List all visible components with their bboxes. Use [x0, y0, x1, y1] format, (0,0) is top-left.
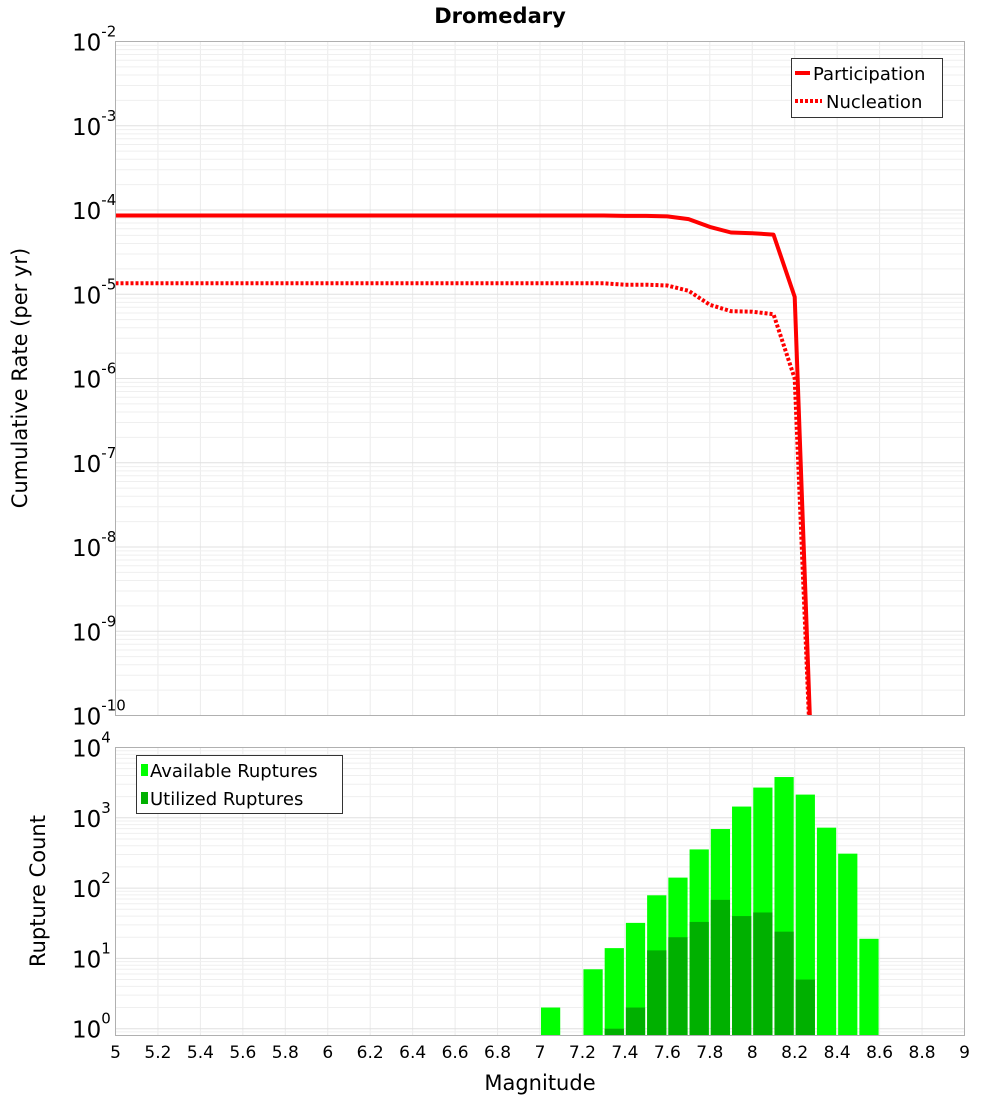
- line-nucleation: [115, 281, 811, 716]
- bar-available: [859, 938, 879, 1036]
- bar-utilized: [625, 1007, 646, 1036]
- x-tick-label: 8.8: [909, 1043, 936, 1063]
- x-tick-label: 6: [322, 1043, 333, 1063]
- bar-available: [795, 794, 815, 1036]
- line-participation: [115, 213, 812, 716]
- tick-exponent: 4: [101, 729, 111, 747]
- x-tick-label: 5.4: [187, 1043, 214, 1063]
- x-tick-label: 7.2: [569, 1043, 596, 1063]
- x-tick-label: 7: [535, 1043, 546, 1063]
- bar-utilized: [732, 916, 752, 1036]
- bottom-plot-frame: [115, 747, 965, 1036]
- x-tick-label: 8.2: [781, 1043, 808, 1063]
- bottom-y-axis-label: Rupture Count: [26, 815, 50, 967]
- tick-exponent: -2: [101, 23, 116, 41]
- tick-exponent: -10: [101, 697, 126, 715]
- x-tick-label: 7.8: [696, 1043, 723, 1063]
- bottom-y-tick-label: 100: [72, 1010, 111, 1044]
- tick-exponent: 1: [101, 939, 111, 957]
- x-tick-label: 9: [959, 1043, 970, 1063]
- x-tick-label: 6.2: [357, 1043, 384, 1063]
- chart-title: Dromedary: [434, 4, 566, 28]
- top-y-tick-label: 10-4: [72, 191, 116, 225]
- tick-exponent: -6: [101, 360, 116, 378]
- bar-utilized: [795, 979, 815, 1036]
- bar-utilized: [668, 937, 688, 1036]
- top-plot-grid: [115, 41, 965, 716]
- tick-exponent: -4: [101, 191, 116, 209]
- bar-available: [625, 922, 646, 1036]
- top-y-tick-label: 10-2: [72, 23, 116, 57]
- x-tick-label: 5.8: [272, 1043, 299, 1063]
- legend-box: [136, 755, 343, 814]
- bar-utilized: [753, 912, 773, 1036]
- legend-label-available: Available Ruptures: [150, 761, 318, 782]
- bar-utilized: [689, 921, 709, 1036]
- x-tick-label: 6.6: [442, 1043, 469, 1063]
- x-tick-label: 8.4: [824, 1043, 851, 1063]
- legend-swatch-utilized: [141, 792, 148, 804]
- top-y-axis-label: Cumulative Rate (per yr): [8, 248, 32, 508]
- bar-utilized: [774, 931, 794, 1036]
- tick-exponent: -9: [101, 612, 116, 630]
- legend-box: [791, 58, 943, 118]
- tick-exponent: -5: [101, 275, 116, 293]
- bottom-y-tick-label: 101: [72, 939, 111, 973]
- top-y-tick-label: 10-8: [72, 528, 116, 562]
- legend-swatch-available: [141, 764, 148, 776]
- x-tick-label: 7.4: [611, 1043, 638, 1063]
- bottom-y-tick-label: 103: [72, 799, 111, 833]
- bar-available: [838, 853, 858, 1036]
- x-tick-label: 5.2: [144, 1043, 171, 1063]
- top-y-tick-label: 10-7: [72, 444, 116, 478]
- tick-exponent: -7: [101, 444, 116, 462]
- bar-utilized: [604, 1028, 624, 1036]
- legend-label-participation: Participation: [813, 64, 925, 85]
- x-tick-label: 5: [110, 1043, 121, 1063]
- tick-exponent: -8: [101, 528, 116, 546]
- tick-exponent: 2: [101, 869, 111, 887]
- legend-label-nucleation: Nucleation: [826, 92, 922, 113]
- bar-available: [583, 969, 603, 1036]
- top-legend: Participation Nucleation: [791, 58, 943, 118]
- bottom-y-tick-label: 104: [72, 729, 111, 763]
- bar-available: [541, 1007, 561, 1036]
- top-y-tick-label: 10-9: [72, 612, 116, 646]
- legend-label-utilized: Utilized Ruptures: [150, 789, 303, 810]
- x-tick-label: 8.6: [866, 1043, 893, 1063]
- bar-available: [816, 827, 837, 1036]
- x-tick-labels: 5 5.2 5.4 5.6 5.8 6 6.2 6.4 6.6 6.8 7 7.2 7.4 7.6 7.8 8…: [110, 1043, 970, 1063]
- bar-available: [604, 948, 624, 1036]
- top-plot-frame: [115, 41, 965, 716]
- top-y-tick-label: 10-3: [72, 107, 116, 141]
- x-tick-label: 6.8: [484, 1043, 511, 1063]
- bar-series: [541, 777, 879, 1036]
- line-series: [115, 213, 812, 716]
- top-y-tick-label: 10-10: [72, 697, 126, 731]
- tick-exponent: 3: [101, 799, 111, 817]
- x-tick-label: 8: [747, 1043, 758, 1063]
- top-y-tick-label: 10-6: [72, 360, 116, 394]
- bottom-legend: Available Ruptures Utilized Ruptures: [136, 755, 343, 814]
- tick-exponent: 0: [101, 1010, 111, 1028]
- bottom-y-tick-label: 102: [72, 869, 111, 903]
- tick-exponent: -3: [101, 107, 116, 125]
- bar-utilized: [647, 950, 667, 1036]
- x-tick-label: 7.6: [654, 1043, 681, 1063]
- x-tick-label: 6.4: [399, 1043, 426, 1063]
- top-y-tick-label: 10-5: [72, 275, 116, 309]
- x-axis-label: Magnitude: [484, 1071, 595, 1095]
- x-tick-label: 5.6: [229, 1043, 256, 1063]
- top-y-tick-labels: 10-2 10-3 10-4 10-5 10-6 10-7 10-8 10-9 10-10: [72, 23, 126, 731]
- bar-utilized: [710, 899, 731, 1036]
